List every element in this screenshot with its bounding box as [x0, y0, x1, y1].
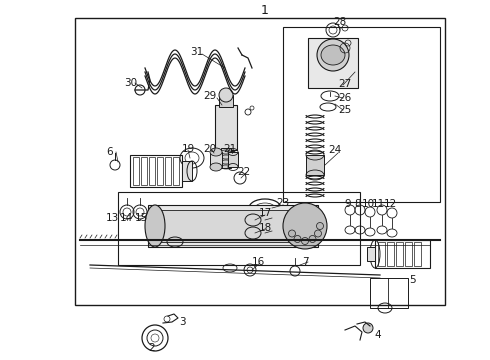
Text: 8: 8 — [355, 199, 361, 209]
Bar — [155, 210, 310, 242]
Bar — [215, 105, 237, 150]
Bar — [118, 192, 360, 265]
Bar — [141, 157, 147, 185]
Text: 15: 15 — [134, 213, 147, 223]
Bar — [370, 278, 408, 308]
Bar — [130, 155, 182, 187]
Circle shape — [309, 235, 316, 243]
Circle shape — [363, 323, 373, 333]
Bar — [157, 157, 163, 185]
Bar — [149, 157, 155, 185]
Bar — [387, 242, 394, 266]
Text: 3: 3 — [179, 317, 185, 327]
Text: 14: 14 — [120, 213, 133, 223]
Text: 10: 10 — [362, 199, 374, 209]
Text: 30: 30 — [124, 78, 138, 88]
Text: 7: 7 — [302, 257, 308, 267]
Bar — [219, 95, 233, 107]
Text: 26: 26 — [339, 93, 352, 103]
Bar — [148, 205, 318, 247]
Text: 11: 11 — [371, 199, 385, 209]
Text: 1: 1 — [261, 4, 269, 17]
Bar — [405, 242, 412, 266]
Bar — [221, 148, 231, 168]
Text: 28: 28 — [333, 17, 346, 27]
Ellipse shape — [321, 45, 345, 65]
Ellipse shape — [210, 163, 222, 171]
Ellipse shape — [145, 205, 165, 247]
Text: 17: 17 — [258, 208, 271, 218]
Text: 23: 23 — [276, 198, 290, 208]
Circle shape — [219, 88, 233, 102]
Text: 6: 6 — [107, 147, 113, 157]
Text: 22: 22 — [237, 167, 250, 177]
Circle shape — [315, 230, 321, 237]
Bar — [367, 247, 375, 261]
Text: 29: 29 — [203, 91, 217, 101]
Bar — [133, 157, 139, 185]
Bar — [283, 27, 440, 202]
Text: 2: 2 — [148, 343, 155, 353]
Text: 9: 9 — [344, 199, 351, 209]
Ellipse shape — [283, 203, 327, 249]
Bar — [210, 152, 222, 167]
Text: 27: 27 — [339, 79, 352, 89]
Circle shape — [317, 39, 349, 71]
Bar — [165, 157, 171, 185]
Bar — [414, 242, 421, 266]
Text: 12: 12 — [383, 199, 396, 209]
Ellipse shape — [210, 148, 222, 156]
Text: 4: 4 — [375, 330, 381, 340]
Circle shape — [301, 238, 309, 244]
Bar — [378, 242, 385, 266]
Text: 21: 21 — [223, 144, 237, 154]
Text: 25: 25 — [339, 105, 352, 115]
Text: 31: 31 — [191, 47, 204, 57]
Circle shape — [289, 230, 295, 237]
Text: 24: 24 — [328, 145, 342, 155]
Text: 5: 5 — [409, 275, 416, 285]
Bar — [75, 18, 445, 305]
Text: 18: 18 — [258, 223, 271, 233]
Text: 16: 16 — [251, 257, 265, 267]
Text: 13: 13 — [105, 213, 119, 223]
Text: 20: 20 — [203, 144, 217, 154]
Circle shape — [317, 222, 323, 230]
Text: 19: 19 — [181, 144, 195, 154]
Circle shape — [294, 235, 301, 243]
Bar — [182, 161, 192, 181]
Bar — [308, 38, 358, 88]
Bar — [396, 242, 403, 266]
Bar — [173, 157, 179, 185]
Bar — [306, 155, 324, 175]
Bar — [375, 240, 430, 268]
Bar — [228, 152, 238, 167]
